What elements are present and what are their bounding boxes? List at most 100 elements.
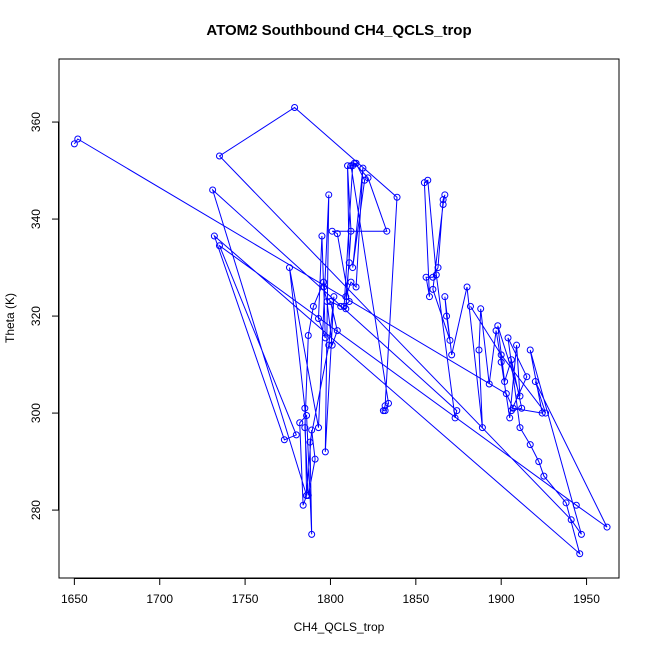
data-point [70, 140, 78, 148]
data-point [359, 164, 367, 172]
data-point [308, 530, 316, 538]
plot-area [70, 104, 611, 558]
data-point [333, 230, 341, 238]
x-tick-label: 1850 [402, 592, 429, 606]
data-point [209, 186, 217, 194]
data-point [323, 298, 331, 306]
data-point [347, 227, 355, 235]
data-point [446, 336, 454, 344]
data-point [306, 438, 314, 446]
data-point [535, 458, 543, 466]
data-point [328, 341, 336, 349]
data-point [315, 315, 323, 322]
data-point [210, 232, 218, 240]
data-point [577, 530, 585, 538]
data-point [299, 501, 307, 509]
data-point [311, 455, 319, 463]
data-point [318, 232, 326, 240]
data-point [301, 424, 309, 432]
data-point [477, 305, 485, 313]
data-point [321, 334, 329, 342]
x-tick-label: 1950 [573, 592, 600, 606]
data-point [352, 159, 360, 167]
data-point [285, 264, 293, 272]
data-point [291, 104, 299, 112]
data-point [451, 414, 459, 422]
chart-title: ATOM2 Southbound CH4_QCLS_trop [206, 22, 471, 39]
data-point [420, 179, 428, 187]
data-point [352, 283, 360, 291]
data-point [439, 201, 447, 209]
y-tick-label: 300 [29, 403, 43, 423]
y-axis: 280 300 320 340 360 [29, 112, 59, 520]
data-point [506, 414, 514, 422]
data-point [526, 346, 534, 354]
x-tick-label: 1650 [61, 592, 88, 606]
data-point [492, 327, 500, 335]
data-point [441, 191, 449, 199]
data-point [494, 322, 502, 330]
data-point [562, 499, 570, 507]
data-point [304, 331, 312, 339]
data-point [320, 283, 328, 291]
data-point [393, 193, 401, 201]
data-point [453, 407, 461, 415]
data-point [333, 327, 341, 335]
x-tick-label: 1700 [146, 592, 173, 606]
data-point [349, 264, 357, 272]
data-point [425, 293, 433, 301]
data-point [567, 516, 575, 524]
data-point [475, 346, 483, 354]
data-point [501, 378, 509, 386]
data-point [507, 356, 515, 364]
data-point [542, 409, 550, 417]
data-point [538, 409, 546, 417]
data-point [345, 259, 353, 267]
x-tick-label: 1800 [317, 592, 344, 606]
data-point [448, 351, 456, 359]
y-tick-label: 340 [29, 209, 43, 229]
data-point [504, 334, 512, 342]
data-point [439, 196, 447, 204]
data-point [463, 283, 471, 291]
data-point [326, 298, 334, 306]
data-point [325, 191, 333, 199]
data-point [513, 341, 521, 349]
data-point [523, 373, 531, 381]
data-point [429, 285, 437, 293]
x-axis-label: CH4_QCLS_trop [294, 620, 385, 634]
data-point [215, 152, 223, 160]
data-point [321, 448, 329, 456]
data-point [280, 436, 288, 444]
data-point [507, 407, 515, 415]
data-point [381, 407, 389, 415]
data-point [540, 472, 548, 480]
x-axis: 1650 1700 1750 1800 1850 1900 1950 [61, 578, 600, 606]
data-point [303, 412, 311, 420]
data-point [292, 431, 300, 439]
data-point [429, 273, 437, 281]
data-point [347, 278, 355, 286]
data-point [497, 358, 505, 366]
data-point [342, 293, 350, 301]
data-point [443, 312, 451, 320]
data-point [344, 162, 352, 170]
data-point [603, 523, 611, 531]
data-point [301, 404, 309, 412]
data-point [497, 351, 505, 359]
x-tick-label: 1750 [232, 592, 259, 606]
data-point [572, 501, 580, 509]
data-point [478, 424, 486, 432]
data-point [422, 273, 430, 281]
data-point [315, 424, 323, 432]
data-point [502, 390, 510, 398]
y-tick-label: 320 [29, 306, 43, 326]
data-point [441, 293, 449, 301]
data-point [325, 341, 333, 349]
plot-frame [58, 58, 620, 579]
data-point [309, 302, 317, 310]
x-tick-label: 1900 [488, 592, 515, 606]
data-point [383, 227, 391, 235]
data-point [330, 293, 338, 301]
y-tick-label: 280 [29, 500, 43, 520]
